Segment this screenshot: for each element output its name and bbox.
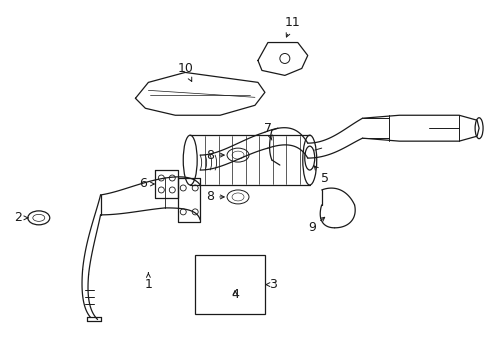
Text: 6: 6 (139, 177, 154, 190)
Bar (195, 255, 264, 315)
Text: 8: 8 (206, 149, 224, 162)
Text: 3: 3 (265, 278, 276, 291)
Text: 9: 9 (307, 217, 324, 234)
Text: 11: 11 (285, 16, 300, 37)
Text: 1: 1 (144, 273, 152, 291)
Text: 7: 7 (264, 122, 272, 140)
Text: 4: 4 (231, 288, 239, 301)
Text: 10: 10 (177, 62, 193, 81)
Text: 5: 5 (314, 166, 328, 185)
Text: 8: 8 (206, 190, 224, 203)
Text: 2: 2 (14, 211, 28, 224)
